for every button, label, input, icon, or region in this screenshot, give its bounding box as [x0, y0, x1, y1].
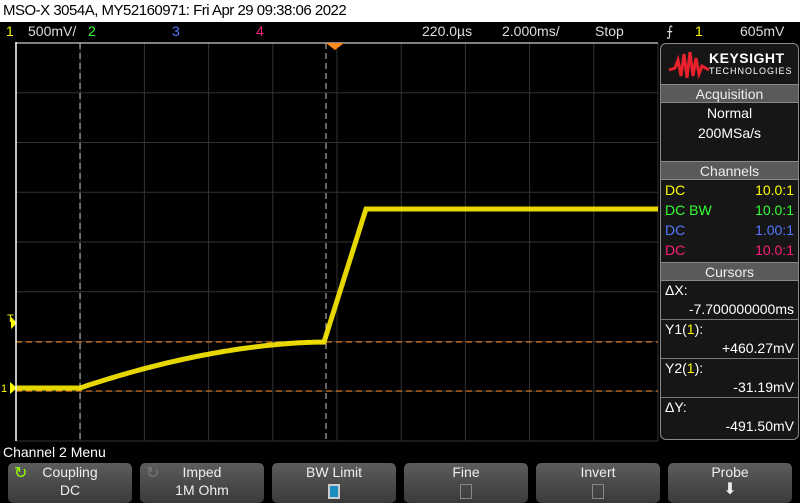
ch4-number[interactable]: 4	[256, 23, 264, 39]
menu-title: Channel 2 Menu	[3, 444, 106, 460]
bw-limit-softkey[interactable]: BW Limit	[272, 463, 396, 503]
imped-softkey[interactable]: ↻ Imped 1M Ohm	[140, 463, 264, 503]
run-state[interactable]: Stop	[595, 23, 624, 39]
softkey-label: Fine	[452, 464, 480, 480]
bw-limit-checkbox[interactable]	[328, 484, 340, 499]
channel-row-3: DC 1.00:1	[661, 220, 798, 240]
probe-softkey[interactable]: Probe ⬇	[668, 463, 792, 503]
y1-value: +460.27mV	[661, 338, 798, 359]
keysight-wave-icon	[668, 51, 710, 80]
channel-probe-ratio: 10.0:1	[755, 202, 794, 218]
softkey-label: Invert	[580, 464, 616, 480]
sample-rate: 200MSa/s	[697, 125, 762, 141]
side-panel: KEYSIGHT TECHNOLOGIES Acquisition Normal…	[660, 43, 799, 440]
rotate-knob-icon: ↻	[146, 465, 160, 482]
delta-y-value: -491.50mV	[725, 418, 794, 434]
rotate-knob-icon: ↻	[14, 465, 28, 482]
channel-probe-ratio: 10.0:1	[755, 242, 794, 258]
trigger-position-marker[interactable]	[326, 43, 344, 50]
trigger-level-marker[interactable]	[11, 317, 17, 329]
coupling-softkey[interactable]: ↻ Coupling DC	[8, 463, 132, 503]
down-arrow-icon: ⬇	[723, 481, 737, 498]
softkey-label: Probe	[711, 464, 749, 480]
softkey-label: BW Limit	[306, 464, 362, 480]
softkey-value: 1M Ohm	[175, 482, 229, 498]
fine-checkbox[interactable]	[460, 484, 472, 499]
logo-wordmark: KEYSIGHT	[709, 50, 785, 66]
invert-checkbox[interactable]	[592, 484, 604, 499]
keysight-logo: KEYSIGHT TECHNOLOGIES	[661, 44, 798, 84]
time-scale[interactable]: 2.000ms/	[502, 23, 560, 39]
channel-row-2: DC BW 10.0:1	[661, 200, 798, 220]
invert-softkey[interactable]: Invert	[536, 463, 660, 503]
delta-x-value: -7.700000000ms	[661, 299, 798, 320]
delta-y-label: ΔY:	[665, 399, 687, 415]
delta-x-label: ΔX:	[665, 282, 688, 298]
channel-probe-ratio: 10.0:1	[755, 182, 794, 198]
softkey-value: DC	[59, 482, 81, 498]
channel-coupling: DC BW	[665, 202, 712, 218]
trigger-level-label: T	[7, 313, 14, 325]
ch1-ground-label: 1	[1, 383, 7, 395]
time-delay[interactable]: 220.0µs	[422, 23, 473, 39]
channel-coupling: DC	[665, 182, 686, 198]
graticule	[15, 42, 659, 442]
ch1-ground-marker[interactable]	[10, 382, 17, 394]
cursors-header[interactable]: Cursors	[661, 262, 798, 281]
softkey-label: Coupling	[42, 464, 98, 480]
y2-label: Y2(1):	[665, 360, 704, 376]
window-title: MSO-X 3054A, MY52160971: Fri Apr 29 09:3…	[0, 0, 800, 22]
channel-probe-ratio: 1.00:1	[755, 222, 794, 238]
channel-row-4: DC 10.0:1	[661, 240, 798, 260]
y1-label: Y1(1):	[665, 321, 704, 337]
waveform-display[interactable]: T 1	[0, 41, 660, 443]
channel-coupling: DC	[665, 222, 686, 238]
ch1-scale[interactable]: 500mV/	[28, 23, 77, 39]
ch2-number[interactable]: 2	[88, 23, 96, 39]
y2-value: -31.19mV	[661, 377, 798, 398]
fine-softkey[interactable]: Fine	[404, 463, 528, 503]
rising-edge-trigger-icon: ⨍	[666, 23, 674, 39]
channel-row-1: DC 10.0:1	[661, 180, 798, 200]
acquisition-mode: Normal	[706, 105, 753, 121]
trigger-level[interactable]: 605mV	[740, 23, 785, 39]
ch1-number[interactable]: 1	[6, 23, 14, 39]
channels-header[interactable]: Channels	[661, 161, 798, 180]
status-bar: 1 500mV/ 2 3 4 220.0µs 2.000ms/ Stop ⨍ 1…	[0, 22, 800, 41]
logo-subtitle: TECHNOLOGIES	[709, 66, 793, 76]
ch3-number[interactable]: 3	[172, 23, 180, 39]
ch1-trace	[16, 206, 658, 391]
channel-coupling: DC	[665, 242, 686, 258]
acquisition-header[interactable]: Acquisition	[661, 84, 798, 103]
softkey-label: Imped	[182, 464, 222, 480]
trigger-channel[interactable]: 1	[695, 23, 703, 39]
